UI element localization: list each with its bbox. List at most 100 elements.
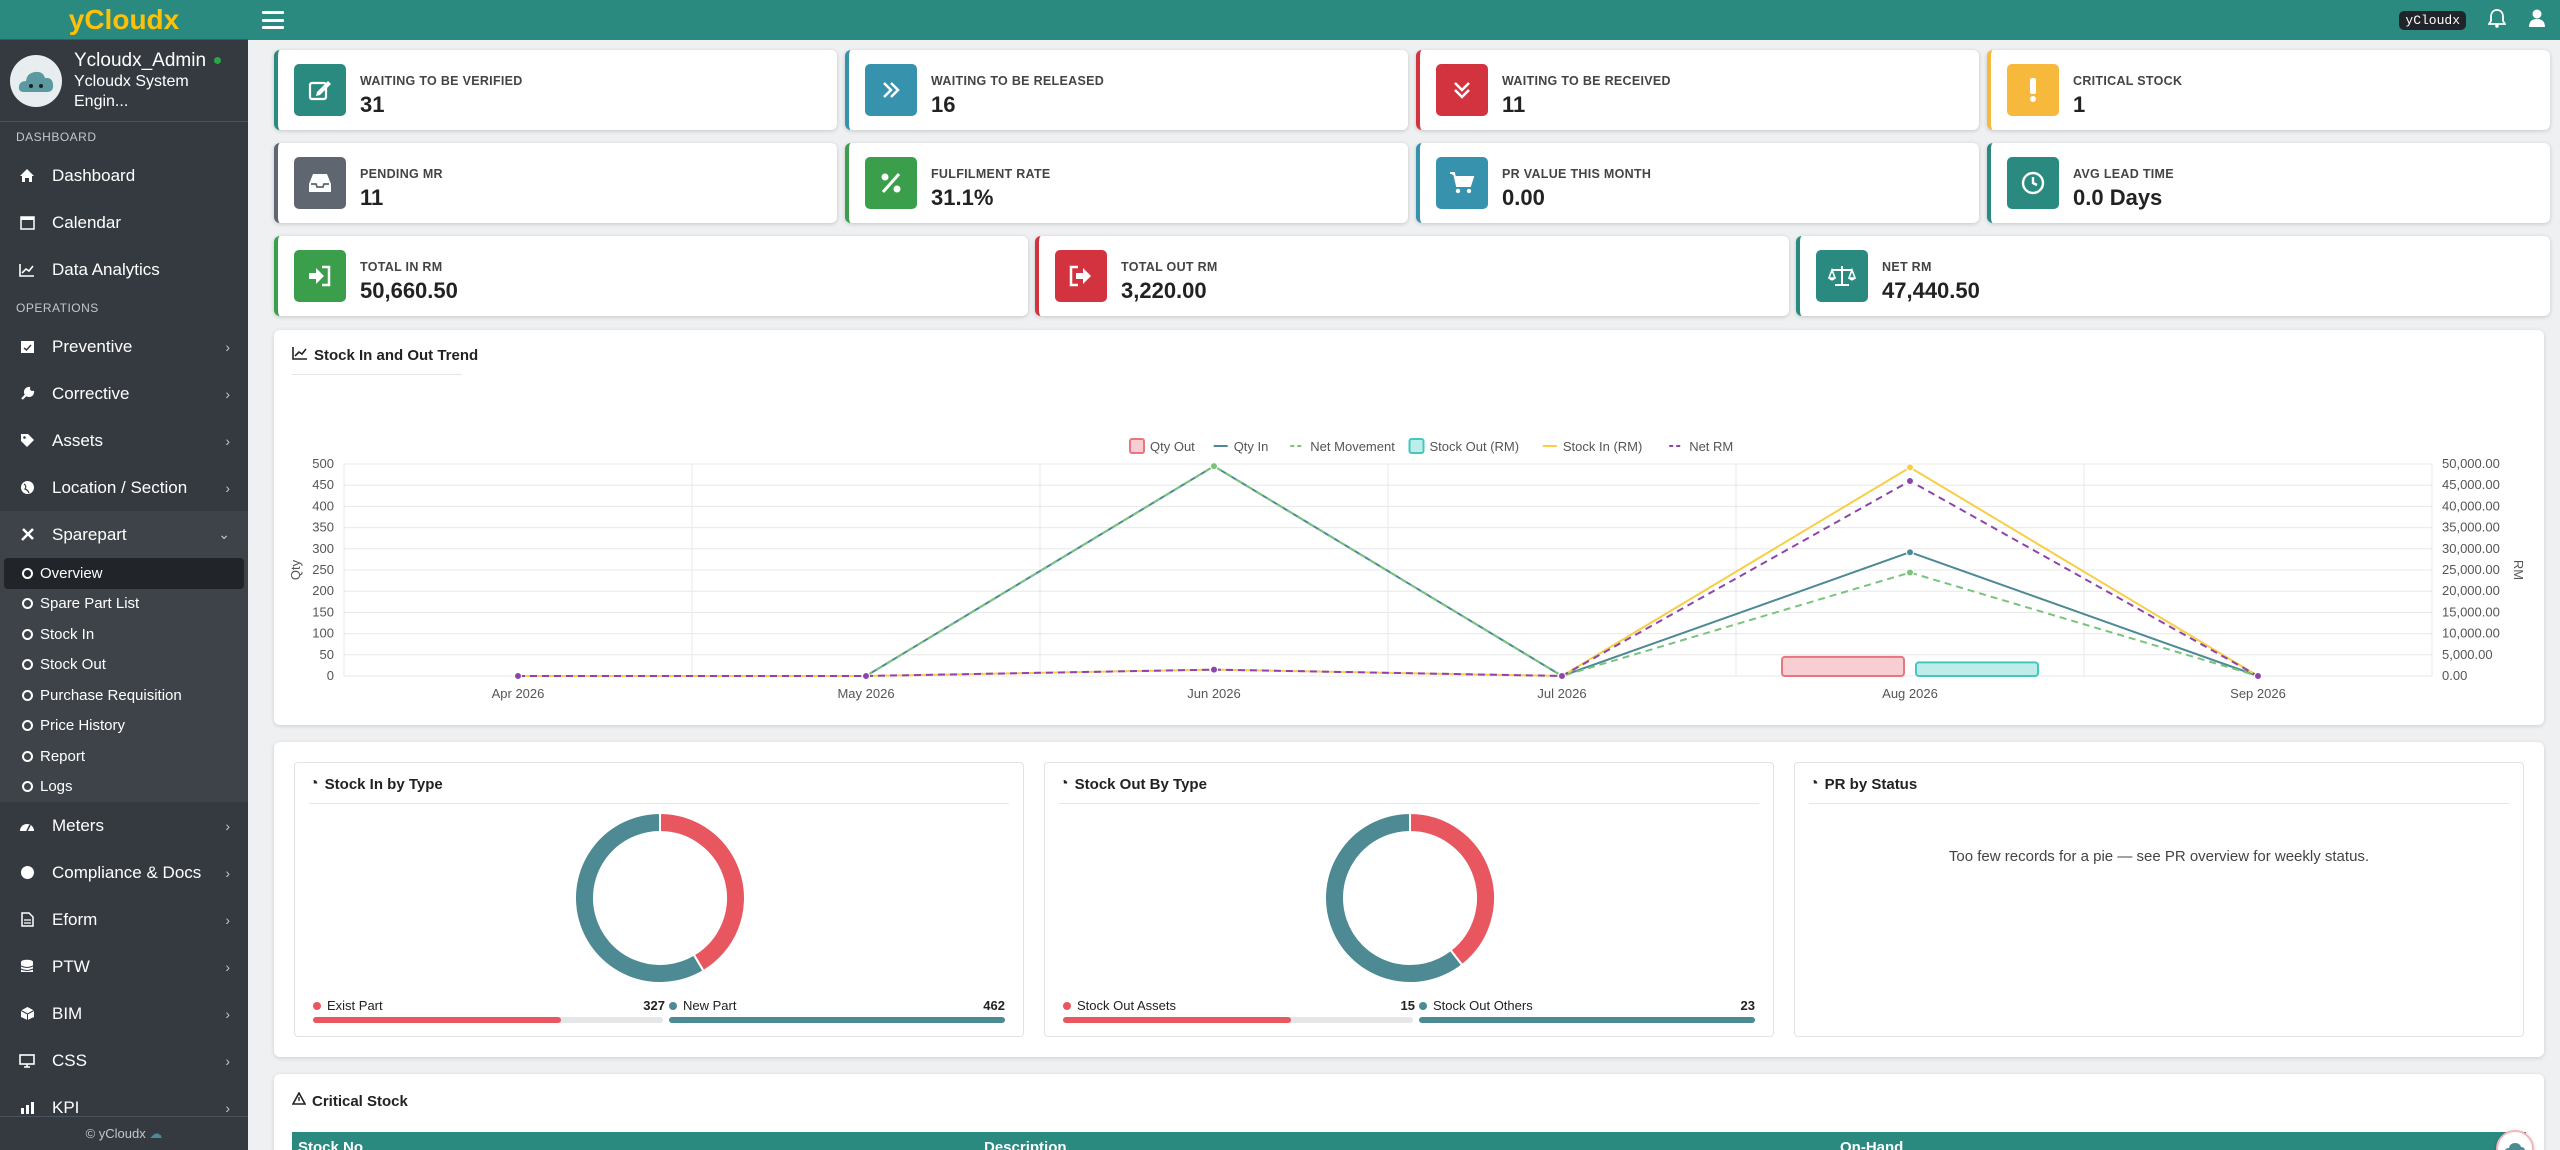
sidebar-subitem-stock-in[interactable]: Stock In [0,619,248,650]
pie-chart-icon: ◔ [309,775,319,792]
sidebar-subitem-logs[interactable]: Logs [0,772,248,803]
critical-stock-panel: Critical Stock Stock No Description On-H… [274,1074,2544,1150]
sidebar-item-preventive[interactable]: Preventive › [0,323,248,370]
kpi-card-total-in-rm[interactable]: TOTAL IN RM 50,660.50 [274,236,1028,316]
gauge-icon [18,818,36,834]
y2-tick-label: 35,000.00 [2442,520,2500,535]
user-name: Ycloudx_Admin [74,49,207,71]
sign-out-icon [1055,250,1107,302]
col-on-hand[interactable]: On-Hand [1834,1132,2526,1150]
kpi-card-total-out-rm[interactable]: TOTAL OUT RM 3,220.00 [1035,236,1789,316]
slice-exist-part[interactable] [659,811,746,973]
col-stock-no[interactable]: Stock No [292,1132,978,1150]
kpi-value: 1 [2073,92,2086,117]
sidebar-subitem-price-history[interactable]: Price History [0,711,248,742]
point [1906,476,1914,485]
legend-item-net-rm[interactable]: Net RM [1669,439,1733,454]
tenant-chip[interactable]: yCloudx [2399,10,2466,30]
kpi-card-pending-mr[interactable]: PENDING MR 11 [274,143,837,223]
kpi-title: PR VALUE THIS MONTH [1502,167,1652,181]
legend-exist-part[interactable]: Exist Part [313,998,383,1013]
kpi-title: CRITICAL STOCK [2073,74,2183,88]
kpi-title: WAITING TO BE RELEASED [931,74,1105,88]
y2-tick-label: 30,000.00 [2442,541,2500,556]
sidebar-item-dashboard[interactable]: Dashboard [0,152,248,199]
y-tick-label: 400 [312,498,334,513]
pie-chart-icon: ◔ [1809,775,1819,792]
kpi-card-net-rm[interactable]: NET RM 47,440.50 [1796,236,2550,316]
sidebar-item-data-analytics[interactable]: Data Analytics [0,246,248,293]
sidebar-subitem-report[interactable]: Report [0,741,248,772]
col-description[interactable]: Description [978,1132,1834,1150]
legend-new-part[interactable]: New Part [669,998,736,1013]
legend-stock-out-others[interactable]: Stock Out Others [1419,998,1533,1013]
kpi-value: 11 [1502,92,1526,117]
legend-item-qty-out[interactable]: Qty Out [1129,438,1195,454]
legend-label: Exist Part [327,998,383,1013]
slice-stock-out-assets[interactable] [1409,811,1496,967]
legend-stock-out-assets[interactable]: Stock Out Assets [1063,998,1176,1013]
user-icon[interactable] [2528,8,2546,33]
sidebar-item-label: PTW [52,956,90,976]
sidebar-subitem-purchase-requisition[interactable]: Purchase Requisition [0,680,248,711]
sidebar-item-css[interactable]: CSS › [0,1037,248,1084]
kpi-title: NET RM [1882,260,1932,274]
legend-item-stock-in-rm-[interactable]: Stock In (RM) [1542,439,1642,454]
x-tick-label: Jun 2026 [1187,686,1241,701]
y-tick-label: 350 [312,520,334,535]
kpi-title: PENDING MR [360,167,443,181]
sidebar-item-ptw[interactable]: PTW › [0,943,248,990]
balance-scale-icon [1816,250,1868,302]
bell-icon[interactable] [2487,8,2507,33]
sidebar-subitem-label: Stock Out [40,656,106,674]
stock-out-assets-bar [1063,1017,1413,1023]
brand-logo[interactable]: yCloudx [0,0,248,40]
legend-item-stock-out-rm-[interactable]: Stock Out (RM) [1408,438,1520,454]
sidebar-item-bim[interactable]: BIM › [0,990,248,1037]
kpi-card-fulfilment-rate[interactable]: FULFILMENT RATE 31.1% [845,143,1408,223]
exist-part-count: 327 [643,998,665,1013]
user-panel[interactable]: Ycloudx_Admin Ycloudx System Engin... [0,40,248,122]
circle-icon [22,659,33,671]
sidebar-item-meters[interactable]: Meters › [0,802,248,849]
y2-tick-label: 20,000.00 [2442,583,2500,598]
sidebar-item-eform[interactable]: Eform › [0,896,248,943]
section-operations: OPERATIONS [16,301,99,315]
kpi-card-waiting-to-be-verified[interactable]: WAITING TO BE VERIFIED 31 [274,50,837,130]
legend-item-qty-in[interactable]: Qty In [1213,439,1269,454]
kpi-value: 31.1% [931,185,994,210]
legend-item-net-movement[interactable]: Net Movement [1290,439,1395,454]
sidebar-item-assets[interactable]: Assets › [0,417,248,464]
y-tick-label: 0 [327,668,334,683]
chevron-down-icon: ⌄ [218,526,230,542]
kpi-value: 47,440.50 [1882,278,1980,303]
y2-tick-label: 15,000.00 [2442,604,2500,619]
point [2254,672,2262,680]
line-net-rm [518,479,2259,678]
sidebar-item-label: CSS [52,1050,87,1070]
menu-toggle-icon[interactable] [262,11,284,29]
sidebar-subitem-spare-part-list[interactable]: Spare Part List [0,589,248,620]
circle-icon [22,628,33,640]
kpi-value: 3,220.00 [1121,278,1207,303]
sidebar-item-compliance-docs[interactable]: Compliance & Docs › [0,849,248,896]
calendar-check-icon [18,339,36,355]
sidebar-item-kpi[interactable]: KPI › [0,1084,248,1131]
stock-in-type-card: ◔ Stock In by Type Exist Part 327 New Par… [294,762,1024,1037]
x-tick-label: Apr 2026 [492,686,545,701]
y2-tick-label: 40,000.00 [2442,498,2500,513]
slice-stock-out-others[interactable] [1324,811,1464,984]
kpi-card-avg-lead-time[interactable]: AVG LEAD TIME 0.0 Days [1987,143,2550,223]
kpi-card-critical-stock[interactable]: CRITICAL STOCK 1 [1987,50,2550,130]
sidebar-subitem-stock-out[interactable]: Stock Out [0,650,248,681]
topbar: yCloudx [248,0,2560,40]
sidebar-item-sparepart[interactable]: Sparepart ⌄ [0,511,248,558]
sidebar-item-location-section[interactable]: Location / Section › [0,464,248,511]
sidebar-item-corrective[interactable]: Corrective › [0,370,248,417]
kpi-card-waiting-to-be-released[interactable]: WAITING TO BE RELEASED 16 [845,50,1408,130]
kpi-card-pr-value-this-month[interactable]: PR VALUE THIS MONTH 0.00 [1416,143,1979,223]
slice-new-part[interactable] [574,811,705,984]
kpi-card-waiting-to-be-received[interactable]: WAITING TO BE RECEIVED 11 [1416,50,1979,130]
sidebar-item-calendar[interactable]: Calendar [0,199,248,246]
sidebar-subitem-overview[interactable]: Overview [4,558,244,589]
